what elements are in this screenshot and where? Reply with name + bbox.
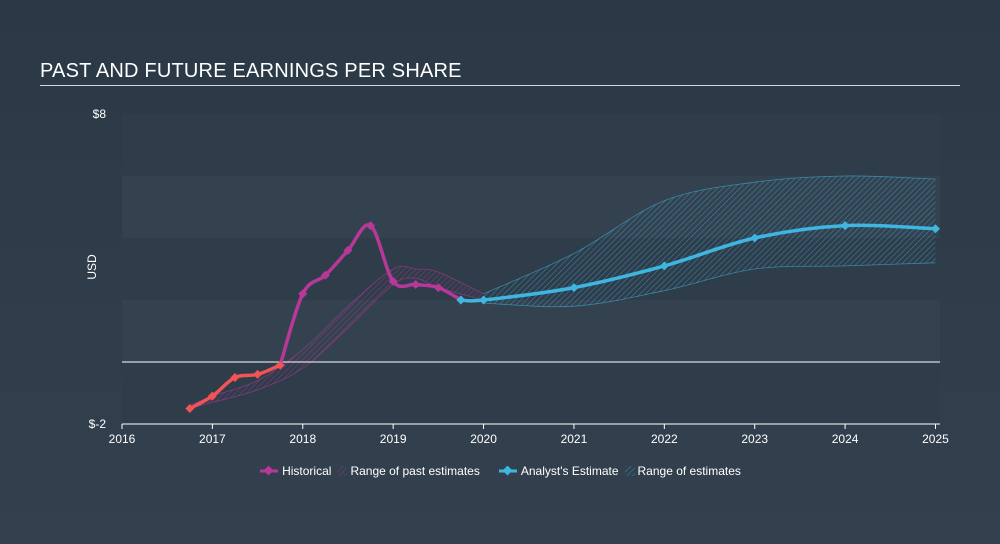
- plot-background-bands: [122, 114, 940, 424]
- x-tick-label: 2020: [470, 432, 497, 446]
- historical-point: [320, 270, 330, 280]
- x-tick-label: 2021: [561, 432, 588, 446]
- historical-point: [388, 276, 398, 286]
- legend-estimate[interactable]: Analyst's Estimate: [498, 464, 619, 478]
- past-estimate-range: [189, 266, 484, 409]
- past-estimate-range-upper: [189, 265, 484, 406]
- legend-historical-label: Historical: [282, 464, 332, 478]
- y-tick-label-top: $8: [93, 107, 107, 121]
- estimate-point: [930, 224, 940, 234]
- estimate-point: [479, 295, 489, 305]
- future-estimate-range-upper: [483, 175, 936, 295]
- plot-band: [122, 300, 940, 362]
- future-estimate-range: [483, 175, 936, 307]
- future-range-hatch-icon: [624, 466, 635, 476]
- estimate-point: [840, 221, 850, 231]
- x-tick-label: 2022: [651, 432, 678, 446]
- estimate-point: [659, 261, 669, 271]
- historical-legend-marker-icon: [260, 466, 279, 476]
- historical-point: [207, 391, 217, 401]
- historical-point: [275, 360, 285, 370]
- historical-point: [253, 369, 263, 379]
- estimate-point: [750, 233, 760, 243]
- x-tick-label: 2018: [289, 432, 316, 446]
- y-tick-label-bottom: $-2: [89, 417, 107, 431]
- historical-point: [185, 404, 195, 413]
- title-divider: [40, 85, 960, 86]
- legend-historical[interactable]: Historical: [259, 464, 331, 478]
- historical-point: [411, 280, 421, 289]
- legend-past-range[interactable]: Range of past estimates: [335, 464, 480, 478]
- x-tick-label: 2025: [922, 432, 949, 446]
- legend: Historical Range of past estimates Analy…: [0, 464, 1000, 478]
- axes: $8 $-2 USD 2016 2017 2018 2019 2020 2021 2022 2023…: [85, 107, 949, 446]
- estimate-point: [456, 295, 466, 305]
- x-tick-label: 2024: [832, 432, 859, 446]
- estimate-legend-marker-icon: [498, 466, 517, 476]
- historical-point: [433, 283, 443, 293]
- plot-band: [122, 114, 940, 176]
- legend-past-range-label: Range of past estimates: [350, 464, 480, 478]
- x-tick-label: 2019: [380, 432, 407, 446]
- historical-point: [343, 245, 353, 255]
- future-estimate-range-lower: [483, 262, 936, 308]
- estimate-point: [569, 283, 579, 293]
- historical-point: [366, 221, 376, 231]
- x-tick-label: 2023: [741, 432, 768, 446]
- x-tick-label: 2017: [199, 432, 226, 446]
- legend-estimate-label: Analyst's Estimate: [520, 464, 619, 478]
- series-points: [185, 221, 940, 413]
- x-tick-label: 2016: [109, 432, 136, 446]
- historical-point: [298, 289, 308, 299]
- legend-future-range[interactable]: Range of estimates: [623, 464, 741, 478]
- legend-future-range-label: Range of estimates: [637, 464, 741, 478]
- past-range-hatch-icon: [337, 466, 348, 476]
- chart-title: PAST AND FUTURE EARNINGS PER SHARE: [40, 60, 462, 82]
- historical-point: [230, 373, 240, 382]
- y-axis-label: USD: [85, 254, 99, 280]
